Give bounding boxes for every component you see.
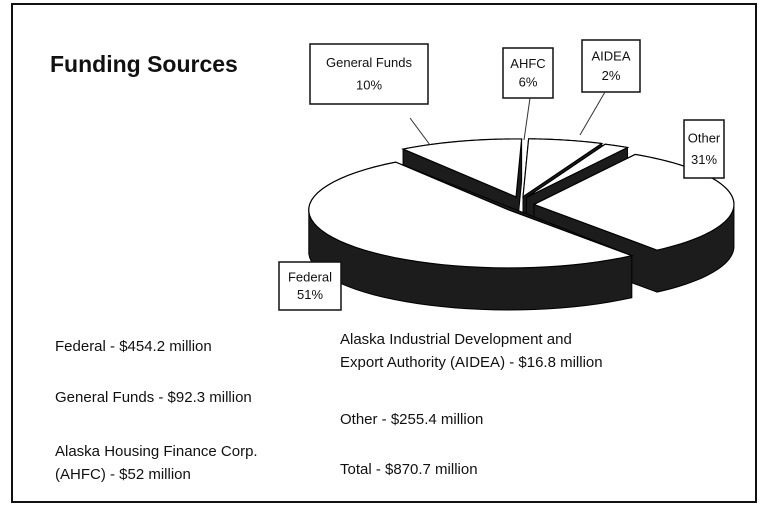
funding-note: Export Authority (AIDEA) - $16.8 million [340,354,603,371]
label-box [502,47,554,99]
slice [525,143,630,199]
slice-label: Other [688,131,721,146]
slice-value-label: 2% [602,68,621,83]
funding-note: Total - $870.7 million [340,461,478,478]
slice-value-label: 6% [519,74,538,89]
slice [401,138,523,198]
funding-note: Other - $255.4 million [340,411,483,428]
leader-line [409,117,431,146]
funding-note: Alaska Industrial Development and [340,331,572,348]
slice-value-label: 10% [356,77,382,92]
label-box [278,261,342,311]
slice-value-label: 31% [691,152,717,167]
funding-note: (AHFC) - $52 million [55,466,191,483]
pie [308,138,735,311]
slice-value-label: 51% [297,287,323,302]
slice-label: General Funds [326,55,412,70]
leader-line [579,91,606,136]
slice-label: AIDEA [591,49,630,64]
label-box [581,39,641,93]
slice-label: Federal [288,269,332,284]
slice-label: AHFC [510,56,545,71]
funding-note: General Funds - $92.3 million [55,389,252,406]
leader-line [523,97,531,141]
label-box [683,119,725,179]
label-box [309,43,429,105]
chart-title: Funding Sources [50,51,238,77]
funding-note: Alaska Housing Finance Corp. [55,443,258,460]
slice [308,161,634,269]
slice [522,138,604,199]
funding-note: Federal - $454.2 million [55,338,212,355]
